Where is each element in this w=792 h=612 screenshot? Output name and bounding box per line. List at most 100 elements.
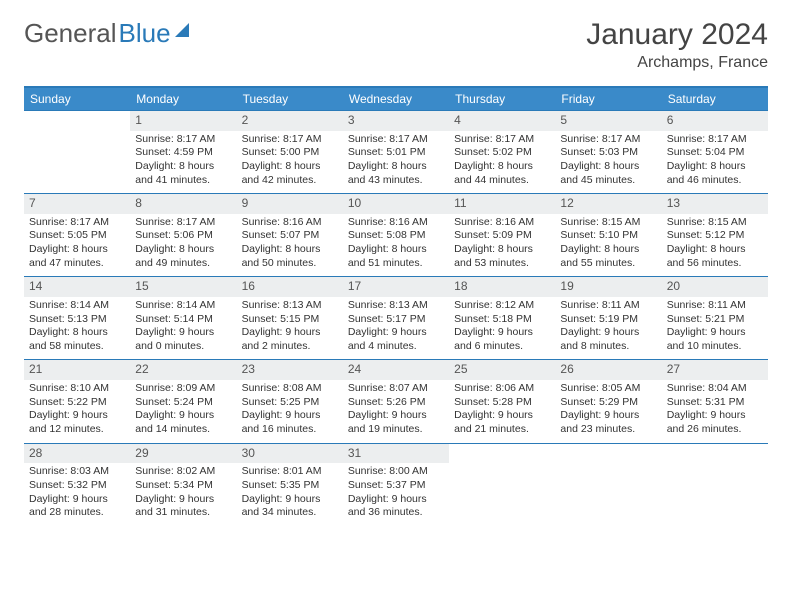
day-details: Sunrise: 8:12 AMSunset: 5:18 PMDaylight:… xyxy=(449,297,555,360)
header: GeneralBlue January 2024 Archamps, Franc… xyxy=(24,18,768,72)
daylight-text: Daylight: 9 hours and 19 minutes. xyxy=(348,409,444,436)
daylight-text: Daylight: 8 hours and 41 minutes. xyxy=(135,160,231,187)
daylight-text: Daylight: 9 hours and 36 minutes. xyxy=(348,493,444,520)
calendar-cell: 27Sunrise: 8:04 AMSunset: 5:31 PMDayligh… xyxy=(662,359,768,442)
sunrise-text: Sunrise: 8:13 AM xyxy=(242,299,338,313)
daylight-text: Daylight: 8 hours and 51 minutes. xyxy=(348,243,444,270)
daylight-text: Daylight: 8 hours and 44 minutes. xyxy=(454,160,550,187)
calendar-cell: 13Sunrise: 8:15 AMSunset: 5:12 PMDayligh… xyxy=(662,193,768,276)
calendar-cell: 19Sunrise: 8:11 AMSunset: 5:19 PMDayligh… xyxy=(555,276,661,359)
calendar-cell: 1Sunrise: 8:17 AMSunset: 4:59 PMDaylight… xyxy=(130,110,236,193)
daylight-text: Daylight: 9 hours and 23 minutes. xyxy=(560,409,656,436)
daylight-text: Daylight: 9 hours and 34 minutes. xyxy=(242,493,338,520)
calendar-cell: 8Sunrise: 8:17 AMSunset: 5:06 PMDaylight… xyxy=(130,193,236,276)
day-number: 27 xyxy=(662,360,768,380)
sunset-text: Sunset: 5:32 PM xyxy=(29,479,125,493)
day-details: Sunrise: 8:13 AMSunset: 5:15 PMDaylight:… xyxy=(237,297,343,360)
daylight-text: Daylight: 9 hours and 6 minutes. xyxy=(454,326,550,353)
day-number xyxy=(24,111,130,131)
weekday-header: Tuesday xyxy=(237,88,343,110)
sunset-text: Sunset: 5:14 PM xyxy=(135,313,231,327)
day-number: 13 xyxy=(662,194,768,214)
day-number: 11 xyxy=(449,194,555,214)
sunrise-text: Sunrise: 8:00 AM xyxy=(348,465,444,479)
sunset-text: Sunset: 5:02 PM xyxy=(454,146,550,160)
calendar-cell: 28Sunrise: 8:03 AMSunset: 5:32 PMDayligh… xyxy=(24,443,130,526)
sunset-text: Sunset: 5:35 PM xyxy=(242,479,338,493)
calendar-cell: 30Sunrise: 8:01 AMSunset: 5:35 PMDayligh… xyxy=(237,443,343,526)
day-details: Sunrise: 8:14 AMSunset: 5:14 PMDaylight:… xyxy=(130,297,236,360)
day-number: 3 xyxy=(343,111,449,131)
sunrise-text: Sunrise: 8:17 AM xyxy=(135,133,231,147)
calendar-cell: 12Sunrise: 8:15 AMSunset: 5:10 PMDayligh… xyxy=(555,193,661,276)
day-details: Sunrise: 8:14 AMSunset: 5:13 PMDaylight:… xyxy=(24,297,130,360)
sunset-text: Sunset: 5:03 PM xyxy=(560,146,656,160)
day-number xyxy=(449,444,555,464)
daylight-text: Daylight: 8 hours and 58 minutes. xyxy=(29,326,125,353)
calendar-cell: 18Sunrise: 8:12 AMSunset: 5:18 PMDayligh… xyxy=(449,276,555,359)
location-label: Archamps, France xyxy=(586,54,768,72)
sunset-text: Sunset: 5:04 PM xyxy=(667,146,763,160)
day-number: 5 xyxy=(555,111,661,131)
weekday-header: Monday xyxy=(130,88,236,110)
daylight-text: Daylight: 8 hours and 50 minutes. xyxy=(242,243,338,270)
sunset-text: Sunset: 5:08 PM xyxy=(348,229,444,243)
calendar-cell: 15Sunrise: 8:14 AMSunset: 5:14 PMDayligh… xyxy=(130,276,236,359)
day-details: Sunrise: 8:04 AMSunset: 5:31 PMDaylight:… xyxy=(662,380,768,443)
sunset-text: Sunset: 5:13 PM xyxy=(29,313,125,327)
day-details: Sunrise: 8:16 AMSunset: 5:07 PMDaylight:… xyxy=(237,214,343,277)
logo-text-2: Blue xyxy=(119,18,171,49)
sunset-text: Sunset: 5:34 PM xyxy=(135,479,231,493)
day-details: Sunrise: 8:16 AMSunset: 5:08 PMDaylight:… xyxy=(343,214,449,277)
day-details: Sunrise: 8:15 AMSunset: 5:10 PMDaylight:… xyxy=(555,214,661,277)
sunset-text: Sunset: 5:07 PM xyxy=(242,229,338,243)
sunset-text: Sunset: 5:26 PM xyxy=(348,396,444,410)
sunset-text: Sunset: 5:01 PM xyxy=(348,146,444,160)
calendar-cell: 24Sunrise: 8:07 AMSunset: 5:26 PMDayligh… xyxy=(343,359,449,442)
day-details: Sunrise: 8:17 AMSunset: 5:00 PMDaylight:… xyxy=(237,131,343,194)
day-details: Sunrise: 8:16 AMSunset: 5:09 PMDaylight:… xyxy=(449,214,555,277)
daylight-text: Daylight: 9 hours and 12 minutes. xyxy=(29,409,125,436)
calendar-cell: 29Sunrise: 8:02 AMSunset: 5:34 PMDayligh… xyxy=(130,443,236,526)
logo-mark-icon xyxy=(175,23,189,37)
calendar-cell: 21Sunrise: 8:10 AMSunset: 5:22 PMDayligh… xyxy=(24,359,130,442)
weekday-header: Saturday xyxy=(662,88,768,110)
calendar-cell xyxy=(449,443,555,526)
daylight-text: Daylight: 8 hours and 45 minutes. xyxy=(560,160,656,187)
daylight-text: Daylight: 9 hours and 2 minutes. xyxy=(242,326,338,353)
sunrise-text: Sunrise: 8:02 AM xyxy=(135,465,231,479)
day-number: 6 xyxy=(662,111,768,131)
weekday-header: Sunday xyxy=(24,88,130,110)
day-details: Sunrise: 8:05 AMSunset: 5:29 PMDaylight:… xyxy=(555,380,661,443)
calendar-cell: 26Sunrise: 8:05 AMSunset: 5:29 PMDayligh… xyxy=(555,359,661,442)
day-number xyxy=(555,444,661,464)
weekday-header: Wednesday xyxy=(343,88,449,110)
sunset-text: Sunset: 5:17 PM xyxy=(348,313,444,327)
day-details: Sunrise: 8:00 AMSunset: 5:37 PMDaylight:… xyxy=(343,463,449,526)
day-details: Sunrise: 8:17 AMSunset: 5:04 PMDaylight:… xyxy=(662,131,768,194)
daylight-text: Daylight: 8 hours and 55 minutes. xyxy=(560,243,656,270)
sunrise-text: Sunrise: 8:17 AM xyxy=(560,133,656,147)
sunset-text: Sunset: 5:21 PM xyxy=(667,313,763,327)
calendar-cell: 3Sunrise: 8:17 AMSunset: 5:01 PMDaylight… xyxy=(343,110,449,193)
sunset-text: Sunset: 5:09 PM xyxy=(454,229,550,243)
sunset-text: Sunset: 5:28 PM xyxy=(454,396,550,410)
sunrise-text: Sunrise: 8:17 AM xyxy=(454,133,550,147)
sunrise-text: Sunrise: 8:03 AM xyxy=(29,465,125,479)
day-details: Sunrise: 8:09 AMSunset: 5:24 PMDaylight:… xyxy=(130,380,236,443)
sunrise-text: Sunrise: 8:11 AM xyxy=(560,299,656,313)
day-number: 1 xyxy=(130,111,236,131)
calendar-cell: 11Sunrise: 8:16 AMSunset: 5:09 PMDayligh… xyxy=(449,193,555,276)
sunrise-text: Sunrise: 8:16 AM xyxy=(454,216,550,230)
sunrise-text: Sunrise: 8:05 AM xyxy=(560,382,656,396)
sunrise-text: Sunrise: 8:15 AM xyxy=(667,216,763,230)
title-block: January 2024 Archamps, France xyxy=(586,18,768,72)
day-number: 25 xyxy=(449,360,555,380)
sunset-text: Sunset: 5:12 PM xyxy=(667,229,763,243)
day-number: 22 xyxy=(130,360,236,380)
calendar-cell: 17Sunrise: 8:13 AMSunset: 5:17 PMDayligh… xyxy=(343,276,449,359)
day-details: Sunrise: 8:07 AMSunset: 5:26 PMDaylight:… xyxy=(343,380,449,443)
daylight-text: Daylight: 9 hours and 0 minutes. xyxy=(135,326,231,353)
daylight-text: Daylight: 9 hours and 26 minutes. xyxy=(667,409,763,436)
sunrise-text: Sunrise: 8:10 AM xyxy=(29,382,125,396)
